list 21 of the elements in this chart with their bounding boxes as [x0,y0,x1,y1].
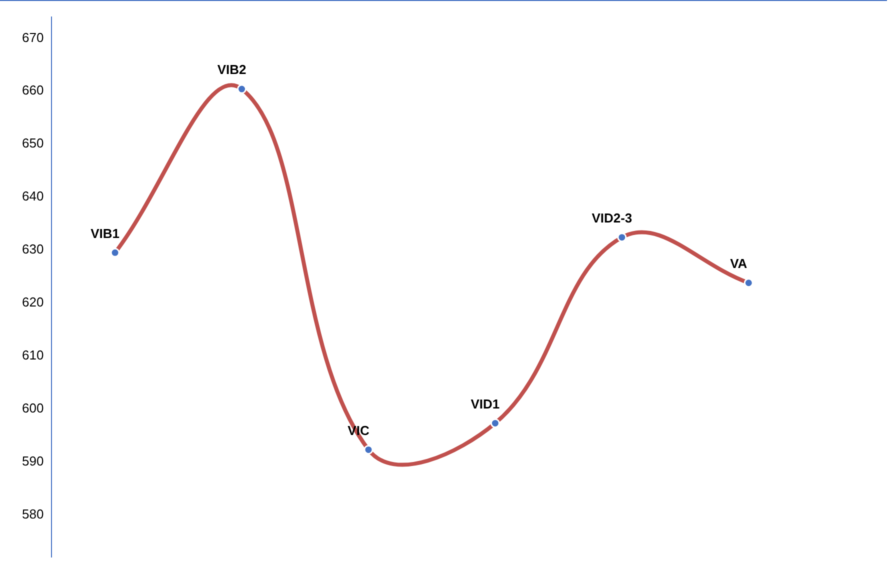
x-tick-label: VID2-3 [592,210,632,226]
x-tick-label: VIB2 [217,62,246,78]
y-tick-label: 580 [22,506,44,522]
point [490,418,500,428]
point [110,248,120,258]
point [237,84,247,94]
point [744,278,754,288]
y-tick-label: 600 [22,400,44,416]
point [364,444,374,454]
x-tick-label: VIB1 [90,226,120,241]
y-tick-label: 670 [22,30,44,45]
x-tick-label: VA [730,256,748,271]
x-tick-label: VID1 [470,396,500,412]
y-tick-label: 630 [22,242,44,257]
y-tick-label: 660 [22,82,44,98]
y-tick-label: 620 [22,294,44,310]
y-tick-label: 640 [22,188,44,204]
point [617,232,627,242]
y-tick-label: 610 [22,348,44,363]
y-tick-label: 590 [22,453,44,468]
y-tick-label: 650 [22,136,44,151]
